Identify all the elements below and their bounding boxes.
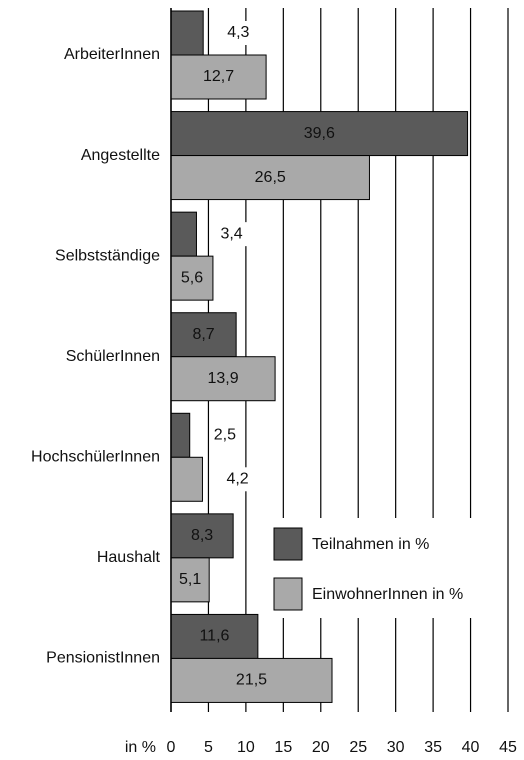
data-label: 4,2 <box>226 471 248 488</box>
bar <box>170 613 259 659</box>
label-bg <box>216 222 251 247</box>
y-tick-label: SchülerInnen <box>66 348 160 365</box>
data-label: 8,3 <box>191 527 213 544</box>
data-label: 39,6 <box>304 125 335 142</box>
data-label: 5,1 <box>179 571 201 588</box>
data-label: 8,7 <box>192 326 214 343</box>
x-tick-label: 0 <box>167 739 176 756</box>
bar <box>170 456 203 502</box>
x-tick-label: 15 <box>274 739 292 756</box>
bar <box>170 557 210 603</box>
legend-box <box>268 518 504 618</box>
data-label: 11,6 <box>199 628 229 645</box>
legend-label: EinwohnerInnen in % <box>312 586 463 603</box>
x-tick-label: 5 <box>204 739 213 756</box>
x-tick-label: 40 <box>462 739 480 756</box>
bar <box>170 111 469 157</box>
data-label: 12,7 <box>203 68 234 85</box>
bar <box>170 412 191 458</box>
x-tick-label: 25 <box>349 739 367 756</box>
bar <box>170 211 197 257</box>
data-label: 3,4 <box>220 225 242 242</box>
label-bg <box>209 423 244 448</box>
data-label: 2,5 <box>214 427 236 444</box>
data-label: 26,5 <box>255 169 286 186</box>
x-tick-label: 10 <box>237 739 255 756</box>
bar <box>170 155 370 201</box>
x-tick-label: 30 <box>387 739 405 756</box>
data-label: 13,9 <box>207 370 238 387</box>
y-tick-label: Selbstständige <box>55 247 160 264</box>
y-tick-label: HochschülerInnen <box>31 449 160 466</box>
y-tick-label: PensionistInnen <box>46 650 160 667</box>
legend-swatch <box>273 577 303 611</box>
data-label: 21,5 <box>236 672 267 689</box>
label-bg <box>223 21 258 45</box>
label-bg <box>222 467 257 492</box>
legend-label: Teilnahmen in % <box>312 536 429 553</box>
bar <box>170 54 267 100</box>
y-tick-label: ArbeiterInnen <box>64 46 160 63</box>
data-label: 5,6 <box>181 269 203 286</box>
x-tick-label: 35 <box>424 739 442 756</box>
y-tick-label: Haushalt <box>97 549 161 566</box>
x-tick-label: 45 <box>499 739 517 756</box>
legend-swatch <box>273 527 303 561</box>
x-axis-label: in % <box>125 739 156 756</box>
x-tick-label: 20 <box>312 739 330 756</box>
bar <box>170 255 214 301</box>
data-label: 4,3 <box>227 24 249 41</box>
bar <box>170 10 204 56</box>
y-tick-label: Angestellte <box>81 147 160 164</box>
